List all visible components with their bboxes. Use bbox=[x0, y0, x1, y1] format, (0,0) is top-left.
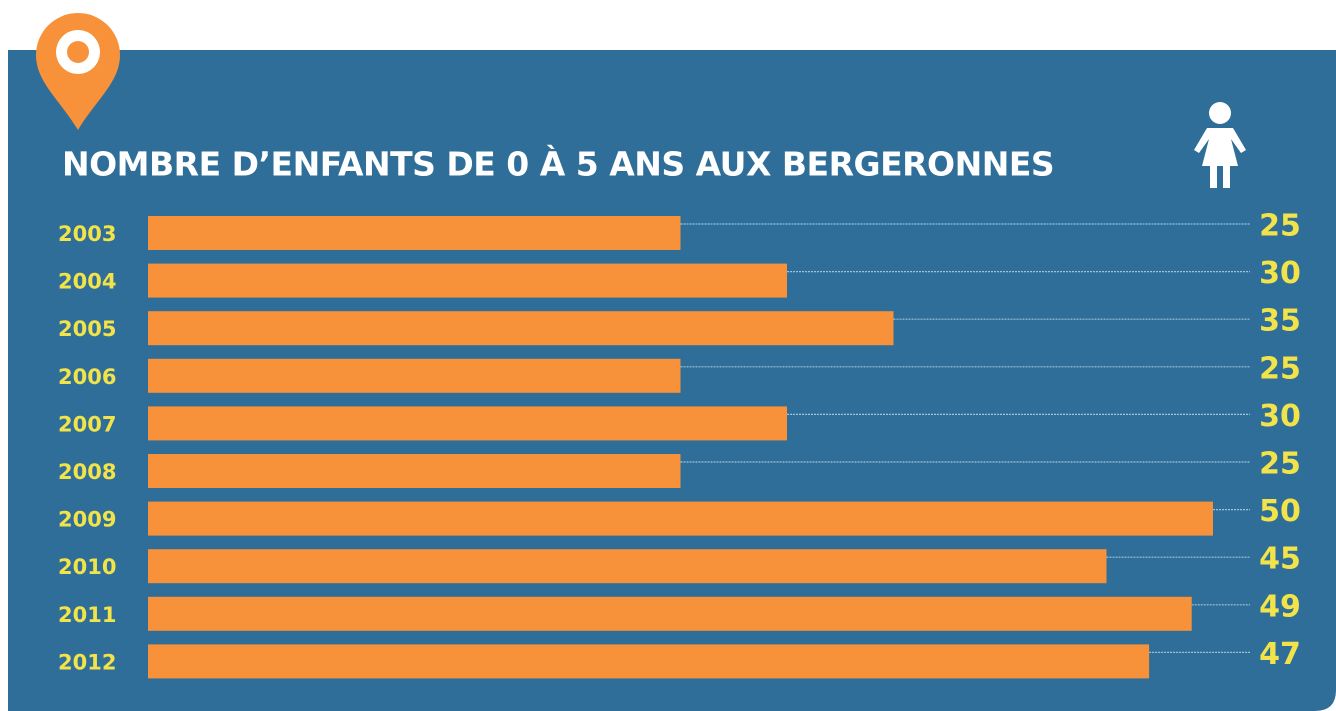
value-label: 25 bbox=[1259, 351, 1301, 386]
child-icon bbox=[1194, 102, 1246, 188]
bar bbox=[148, 549, 1107, 584]
value-label: 49 bbox=[1259, 589, 1301, 624]
value-label: 25 bbox=[1259, 447, 1301, 482]
value-label: 30 bbox=[1259, 256, 1301, 291]
category-label: 2003 bbox=[58, 222, 116, 246]
bar bbox=[148, 263, 787, 298]
bar bbox=[148, 358, 681, 393]
category-label: 2007 bbox=[58, 412, 116, 436]
bar bbox=[148, 501, 1213, 536]
chart-title: NOMBRE D’ENFANTS DE 0 À 5 ANS AUX BERGER… bbox=[62, 144, 1054, 184]
bar bbox=[148, 454, 681, 488]
value-label: 47 bbox=[1259, 637, 1301, 672]
category-label: 2005 bbox=[58, 317, 116, 341]
category-label: 2011 bbox=[58, 603, 116, 627]
value-label: 50 bbox=[1259, 494, 1301, 529]
bar bbox=[148, 406, 787, 441]
category-label: 2012 bbox=[58, 650, 116, 674]
bar bbox=[148, 644, 1150, 679]
value-label: 45 bbox=[1259, 542, 1301, 577]
bar bbox=[148, 216, 681, 250]
category-label: 2004 bbox=[58, 270, 116, 294]
bar bbox=[148, 596, 1192, 631]
category-label: 2006 bbox=[58, 365, 116, 389]
pin-icon bbox=[36, 13, 120, 130]
value-label: 30 bbox=[1259, 399, 1301, 434]
bar bbox=[148, 311, 894, 346]
value-label: 25 bbox=[1259, 209, 1301, 244]
category-label: 2008 bbox=[58, 460, 116, 484]
category-label: 2010 bbox=[58, 555, 116, 579]
value-label: 35 bbox=[1259, 304, 1301, 339]
category-label: 2009 bbox=[58, 508, 116, 532]
